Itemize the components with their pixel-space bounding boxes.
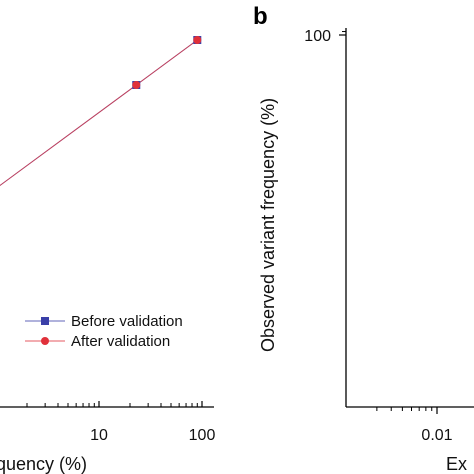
panel-a-x-axis-title: quency (%) bbox=[0, 454, 87, 474]
panel-b-x-axis-title: Ex bbox=[446, 454, 467, 474]
panel-a-series bbox=[0, 36, 202, 187]
panel-b-y-tick-label: 100 bbox=[304, 28, 331, 45]
panel-b: b 1001010.10.01 0.01 Observed variant fr… bbox=[253, 3, 474, 474]
legend-marker-circle bbox=[41, 337, 49, 345]
panel-b-letter: b bbox=[253, 3, 268, 30]
panel-b-y-axis-title: Observed variant frequency (%) bbox=[258, 98, 278, 352]
after-validation-marker bbox=[193, 36, 202, 44]
legend-label: Before validation bbox=[71, 313, 183, 330]
panel-a: 10 100 quency (%) Before validation After … bbox=[0, 36, 215, 474]
after-validation-marker bbox=[132, 81, 141, 89]
panel-b-y-ticks: 1001010.10.01 bbox=[304, 28, 346, 45]
panel-a-x-tick-label: 100 bbox=[189, 427, 216, 444]
panel-a-x-tick-label: 10 bbox=[90, 427, 108, 444]
panel-b-x-ticks: 0.01 bbox=[376, 407, 453, 444]
legend-label: After validation bbox=[71, 333, 170, 350]
panel-a-x-ticks: 10 100 bbox=[26, 401, 216, 444]
series-line-after bbox=[0, 39, 198, 187]
legend-marker-square bbox=[41, 317, 49, 325]
panel-b-x-tick-label: 0.01 bbox=[421, 427, 452, 444]
series-line-before bbox=[0, 39, 198, 187]
panel-a-legend: Before validation After validation bbox=[25, 313, 183, 350]
